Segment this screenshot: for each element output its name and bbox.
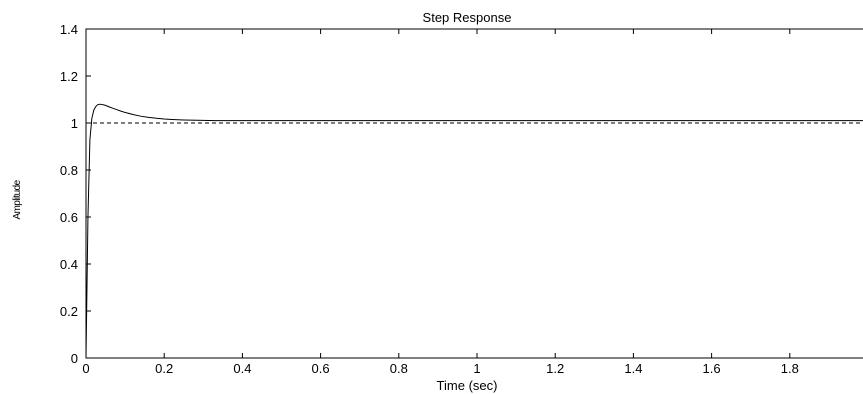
y-tick-label: 1.2 [60, 69, 78, 84]
y-tick-label: 0 [71, 351, 78, 366]
x-tick-label: 0.6 [312, 361, 330, 376]
y-tick-label: 0.8 [60, 163, 78, 178]
x-tick-label: 1.4 [624, 361, 642, 376]
y-tick-label: 0.2 [60, 304, 78, 319]
series-layer [85, 103, 863, 359]
x-tick-label: 1.6 [703, 361, 721, 376]
y-tick-label: 0.6 [60, 210, 78, 225]
x-tick-label: 1.8 [781, 361, 799, 376]
y-tick-label: 0.4 [60, 257, 78, 272]
x-tick-label: 0 [82, 361, 89, 376]
step-response-line [85, 103, 863, 359]
x-axis-label: Time (sec) [437, 378, 498, 393]
x-tick-label: 0.4 [233, 361, 251, 376]
y-tick-label: 1.4 [60, 22, 78, 37]
y-axis-label: Amplitude [12, 179, 23, 219]
y-axis-ticks: 0 0.2 0.4 0.6 0.8 1 1.2 1.4 [60, 22, 91, 366]
chart-title: Step Response [423, 10, 512, 25]
x-axis-ticks: 00.20.40.60.811.21.41.61.82 [82, 29, 799, 376]
x-tick-label: 1 [473, 361, 480, 376]
x-tick-label: 1.2 [546, 361, 564, 376]
x-tick-label: 0.8 [390, 361, 408, 376]
y-tick-label: 1 [71, 116, 78, 131]
x-tick-label: 0.2 [155, 361, 173, 376]
plot-area [85, 28, 863, 359]
